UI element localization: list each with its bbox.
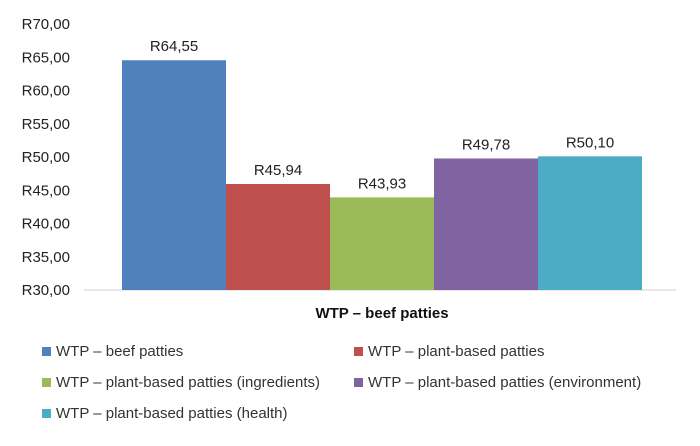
- data-label: R49,78: [462, 136, 510, 153]
- y-tick-label: R70,00: [22, 16, 70, 33]
- data-labels: R64,55 R45,94 R43,93 R49,78 R50,10: [150, 38, 614, 192]
- y-tick-label: R50,00: [22, 149, 70, 166]
- y-axis: R30,00 R35,00 R40,00 R45,00 R50,00 R55,00 R60,…: [22, 16, 676, 299]
- legend-label: WTP – beef patties: [56, 343, 184, 360]
- legend-item: WTP – plant-based patties (ingredients): [42, 374, 320, 391]
- legend-item: WTP – beef patties: [42, 343, 183, 360]
- legend-label: WTP – plant-based patties (ingredients): [56, 374, 321, 391]
- bars: [122, 60, 642, 291]
- y-tick-label: R35,00: [22, 249, 70, 266]
- legend-label: WTP – plant-based patties (health): [56, 405, 288, 422]
- y-tick-label: R30,00: [22, 282, 70, 299]
- legend-item: WTP – plant-based patties (environment): [354, 374, 641, 391]
- y-tick-label: R65,00: [22, 49, 70, 66]
- legend-swatch: [42, 347, 51, 356]
- legend-item: WTP – plant-based patties: [354, 343, 544, 360]
- bar-chart: R30,00 R35,00 R40,00 R45,00 R50,00 R55,00 R60,…: [22, 16, 676, 322]
- data-label: R64,55: [150, 38, 198, 55]
- bar: [538, 156, 642, 290]
- y-tick-label: R55,00: [22, 116, 70, 133]
- data-label: R50,10: [566, 134, 614, 151]
- category-label: WTP – beef patties: [315, 305, 448, 322]
- data-label: R45,94: [254, 162, 302, 179]
- legend-swatch: [42, 409, 51, 418]
- y-tick-label: R60,00: [22, 83, 70, 100]
- legend-item: WTP – plant-based patties (health): [42, 405, 288, 422]
- bar: [434, 158, 538, 290]
- bar: [122, 60, 226, 291]
- legend-swatch: [354, 378, 363, 387]
- bar: [330, 197, 434, 290]
- legend-label: WTP – plant-based patties: [368, 343, 545, 360]
- y-tick-label: R40,00: [22, 216, 70, 233]
- legend-label: WTP – plant-based patties (environment): [368, 374, 642, 391]
- data-label: R43,93: [358, 175, 406, 192]
- bar: [226, 183, 330, 290]
- legend-swatch: [354, 347, 363, 356]
- legend-swatch: [42, 378, 51, 387]
- y-tick-label: R45,00: [22, 182, 70, 199]
